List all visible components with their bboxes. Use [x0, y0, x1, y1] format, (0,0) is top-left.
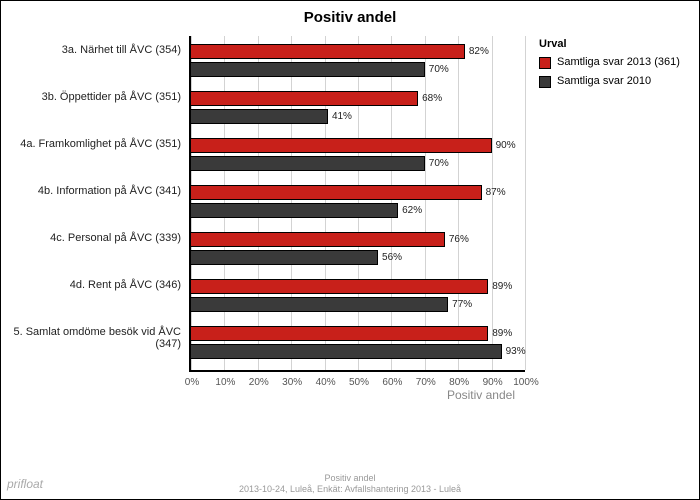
bar-value-label: 62%: [402, 205, 422, 216]
bar-value-label: 77%: [452, 299, 472, 310]
bar-value-label: 89%: [492, 281, 512, 292]
bar-value-label: 82%: [469, 46, 489, 57]
legend-label: Samtliga svar 2010: [557, 75, 651, 87]
x-tick-label: 70%: [416, 377, 436, 388]
bar-group: 4a. Framkomlighet på ÅVC (351)90%70%: [191, 138, 525, 171]
bar: [191, 44, 465, 59]
chart-frame: Positiv andel 0% 10% 20% 30% 40% 50% 60% 70% 80%…: [0, 0, 700, 500]
category-label: 4a. Framkomlighet på ÅVC (351): [11, 138, 181, 150]
x-tick: 100%: [525, 36, 526, 370]
category-label: 4b. Information på ÅVC (341): [11, 185, 181, 197]
legend-label: Samtliga svar 2013 (361): [557, 56, 680, 68]
bar-group: 5. Samlat omdöme besök vid ÅVC (347)89%9…: [191, 326, 525, 359]
x-tick-label: 90%: [483, 377, 503, 388]
chart-wrap: 0% 10% 20% 30% 40% 50% 60% 70% 80% 90% 100% 3a. Nä…: [9, 32, 531, 412]
bar: [191, 62, 425, 77]
x-tick-label: 60%: [382, 377, 402, 388]
chart-column: 0% 10% 20% 30% 40% 50% 60% 70% 80% 90% 100% 3a. Nä…: [1, 32, 539, 452]
category-label: 3a. Närhet till ÅVC (354): [11, 44, 181, 56]
footer: Positiv andel 2013-10-24, Luleå, Enkät: …: [1, 473, 699, 495]
bar-group: 3a. Närhet till ÅVC (354)82%70%: [191, 44, 525, 77]
x-tick-label: 100%: [513, 377, 539, 388]
x-axis-title: Positiv andel: [447, 388, 515, 402]
x-tick-label: 10%: [215, 377, 235, 388]
x-tick-label: 0%: [185, 377, 199, 388]
bar: [191, 156, 425, 171]
bar: [191, 91, 418, 106]
legend-swatch: [539, 57, 551, 69]
bar: [191, 232, 445, 247]
category-label: 4d. Rent på ÅVC (346): [11, 279, 181, 291]
bar-value-label: 87%: [486, 187, 506, 198]
bar: [191, 326, 488, 341]
bar-group: 3b. Öppettider på ÅVC (351)68%41%: [191, 91, 525, 124]
plot-area: 0%10%20%30%40%50%60%70%80%90%100% 3a. Nä…: [189, 36, 525, 372]
footer-line-1: Positiv andel: [1, 473, 699, 484]
bar-value-label: 93%: [506, 346, 526, 357]
bar: [191, 109, 328, 124]
category-label: 4c. Personal på ÅVC (339): [11, 232, 181, 244]
x-tick-label: 50%: [349, 377, 369, 388]
x-tick-label: 30%: [282, 377, 302, 388]
legend-swatch: [539, 76, 551, 88]
bar-value-label: 41%: [332, 111, 352, 122]
chart-body: 0% 10% 20% 30% 40% 50% 60% 70% 80% 90% 100% 3a. Nä…: [1, 32, 699, 452]
bar-value-label: 90%: [496, 140, 516, 151]
legend-title: Urval: [539, 38, 691, 50]
category-label: 5. Samlat omdöme besök vid ÅVC (347): [11, 326, 181, 350]
bar-value-label: 68%: [422, 93, 442, 104]
legend-item: Samtliga svar 2013 (361): [539, 56, 691, 69]
chart-title: Positiv andel: [1, 1, 699, 32]
x-tick-label: 20%: [249, 377, 269, 388]
bar: [191, 344, 502, 359]
category-label: 3b. Öppettider på ÅVC (351): [11, 91, 181, 103]
bar-value-label: 70%: [429, 158, 449, 169]
bar: [191, 297, 448, 312]
footer-line-2: 2013-10-24, Luleå, Enkät: Avfallshanteri…: [1, 484, 699, 495]
bar-value-label: 56%: [382, 252, 402, 263]
bar-group: 4c. Personal på ÅVC (339)76%56%: [191, 232, 525, 265]
legend: Urval Samtliga svar 2013 (361) Samtliga s…: [539, 32, 699, 452]
bar: [191, 138, 492, 153]
bar-group: 4d. Rent på ÅVC (346)89%77%: [191, 279, 525, 312]
bar: [191, 185, 482, 200]
bar: [191, 279, 488, 294]
legend-item: Samtliga svar 2010: [539, 75, 691, 88]
x-tick-label: 40%: [316, 377, 336, 388]
bar: [191, 203, 398, 218]
bar-groups: 3a. Närhet till ÅVC (354)82%70%3b. Öppet…: [191, 36, 525, 370]
bar-value-label: 89%: [492, 328, 512, 339]
bar-value-label: 70%: [429, 64, 449, 75]
bar-value-label: 76%: [449, 234, 469, 245]
bar: [191, 250, 378, 265]
x-tick-label: 80%: [449, 377, 469, 388]
bar-group: 4b. Information på ÅVC (341)87%62%: [191, 185, 525, 218]
